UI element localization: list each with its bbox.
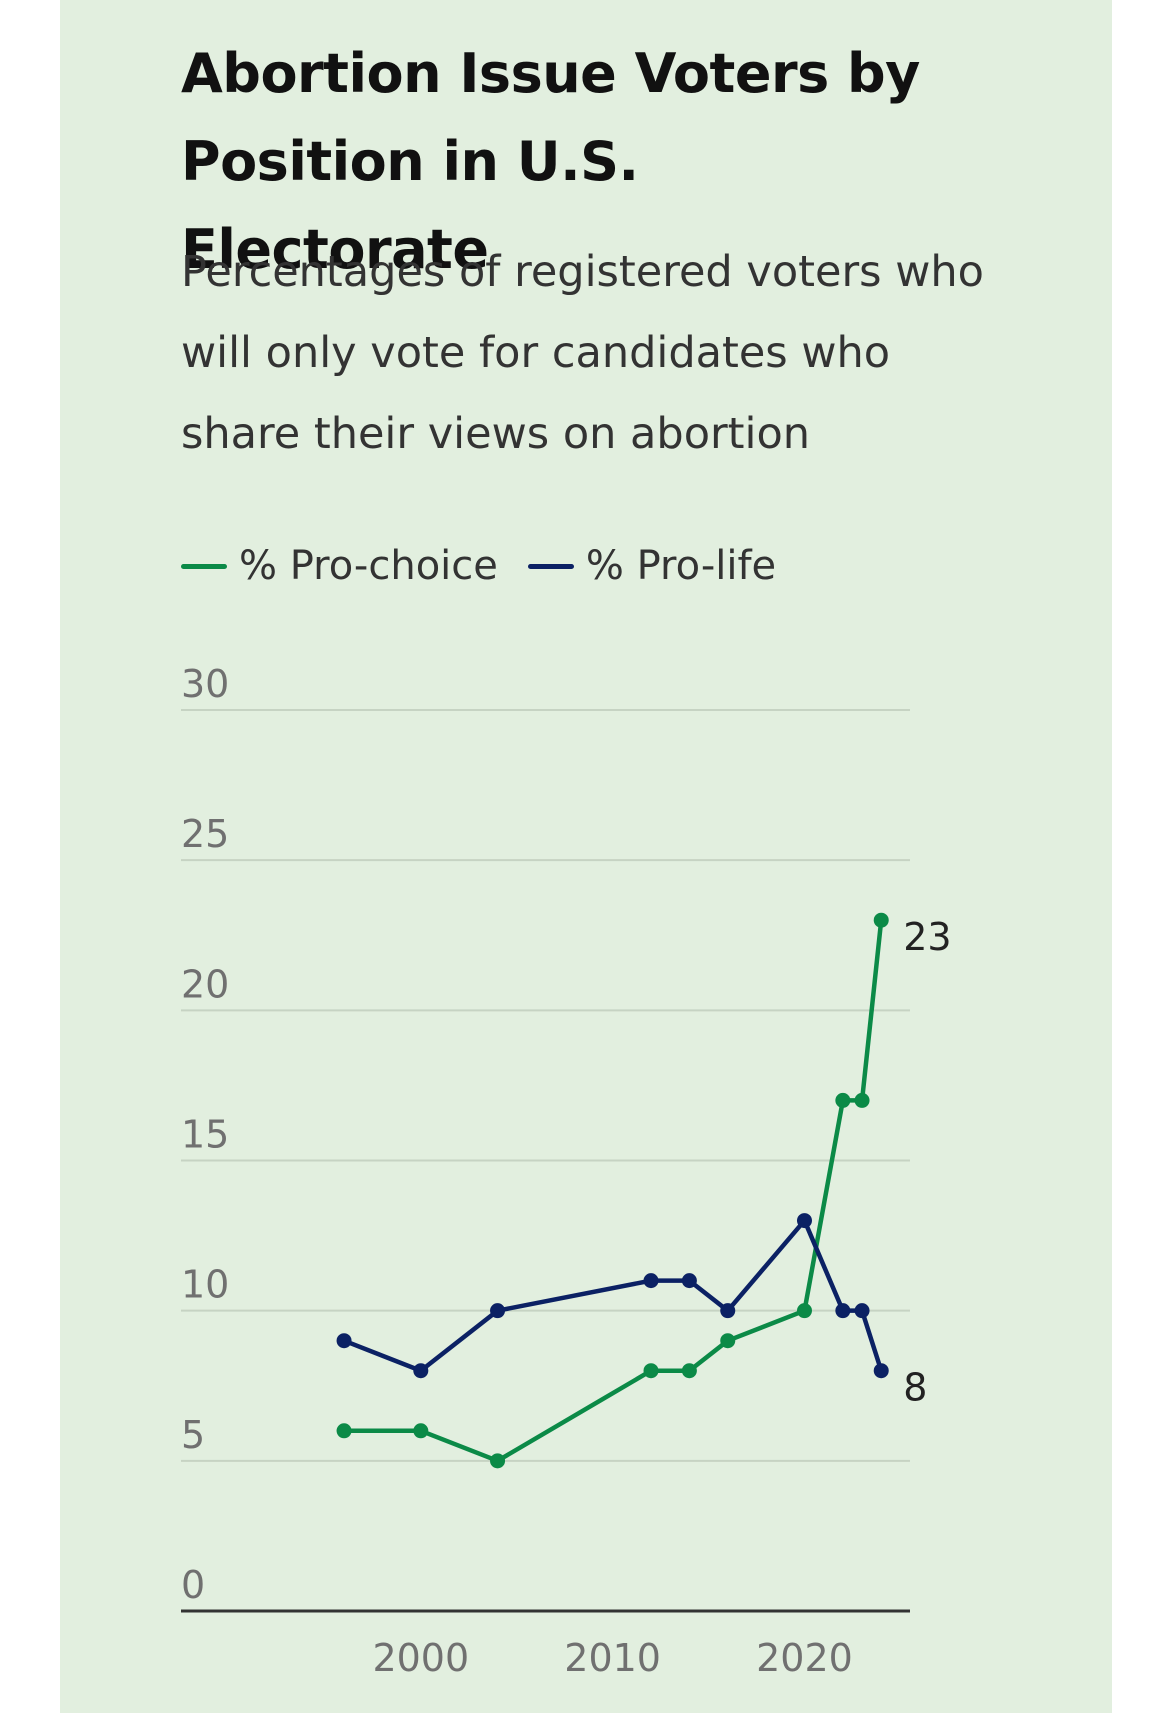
data-point-pro-life xyxy=(720,1303,736,1319)
y-tick-label: 20 xyxy=(181,962,229,1006)
data-point-pro-choice xyxy=(835,1092,851,1108)
legend-item-pro-life: % Pro-life xyxy=(527,543,777,589)
data-point-pro-choice xyxy=(336,1423,352,1439)
gridlines xyxy=(181,709,910,1613)
y-tick-label: 0 xyxy=(181,1563,205,1607)
end-label-pro-choice: 23 xyxy=(903,915,951,959)
data-point-pro-choice xyxy=(720,1333,736,1349)
series-line-pro-choice xyxy=(341,917,884,1464)
series-line-pro-life xyxy=(341,1218,884,1373)
y-tick-label: 5 xyxy=(181,1413,205,1457)
chart-subtitle: Percentages of registered voters who wil… xyxy=(181,247,984,459)
data-point-pro-life xyxy=(681,1273,697,1289)
chart-title: Abortion Issue Voters by Position in U.S… xyxy=(181,42,920,281)
data-point-pro-choice xyxy=(643,1363,659,1379)
data-point-pro-choice xyxy=(490,1453,506,1469)
legend-label-pro-choice: % Pro-choice xyxy=(239,543,498,589)
data-point-pro-life xyxy=(490,1303,506,1319)
legend: % Pro-choice % Pro-life xyxy=(181,536,806,596)
data-point-pro-life xyxy=(643,1273,659,1289)
data-point-pro-life xyxy=(873,1363,889,1379)
data-point-pro-choice xyxy=(796,1303,812,1319)
y-tick-label: 30 xyxy=(181,662,229,706)
x-tick-label: 2020 xyxy=(756,1636,853,1680)
x-tick-label: 2000 xyxy=(372,1636,469,1680)
legend-label-pro-life: % Pro-life xyxy=(585,543,777,589)
data-point-pro-life xyxy=(835,1303,851,1319)
y-tick-label: 25 xyxy=(181,812,229,856)
data-point-pro-choice xyxy=(681,1363,697,1379)
legend-swatch-pro-life xyxy=(527,563,574,569)
x-tick-label: 2010 xyxy=(564,1636,661,1680)
series-group: 23 8 xyxy=(336,912,952,1469)
y-axis-ticks: 0 5 10 15 20 25 30 xyxy=(181,662,229,1607)
y-tick-label: 15 xyxy=(181,1113,229,1157)
end-label-pro-life: 8 xyxy=(903,1366,927,1410)
data-point-pro-choice xyxy=(873,912,889,928)
chart-card xyxy=(60,0,1112,1713)
legend-swatch-pro-choice xyxy=(181,563,227,569)
data-point-pro-life xyxy=(796,1213,812,1229)
data-point-pro-life xyxy=(336,1333,352,1349)
legend-item-pro-choice: % Pro-choice xyxy=(181,543,498,589)
y-tick-label: 10 xyxy=(181,1263,229,1307)
data-point-pro-life xyxy=(413,1363,429,1379)
data-point-pro-life xyxy=(854,1303,870,1319)
data-point-pro-choice xyxy=(413,1423,429,1439)
x-axis-ticks: 2000 2010 2020 xyxy=(372,1636,852,1680)
data-point-pro-choice xyxy=(854,1092,870,1108)
